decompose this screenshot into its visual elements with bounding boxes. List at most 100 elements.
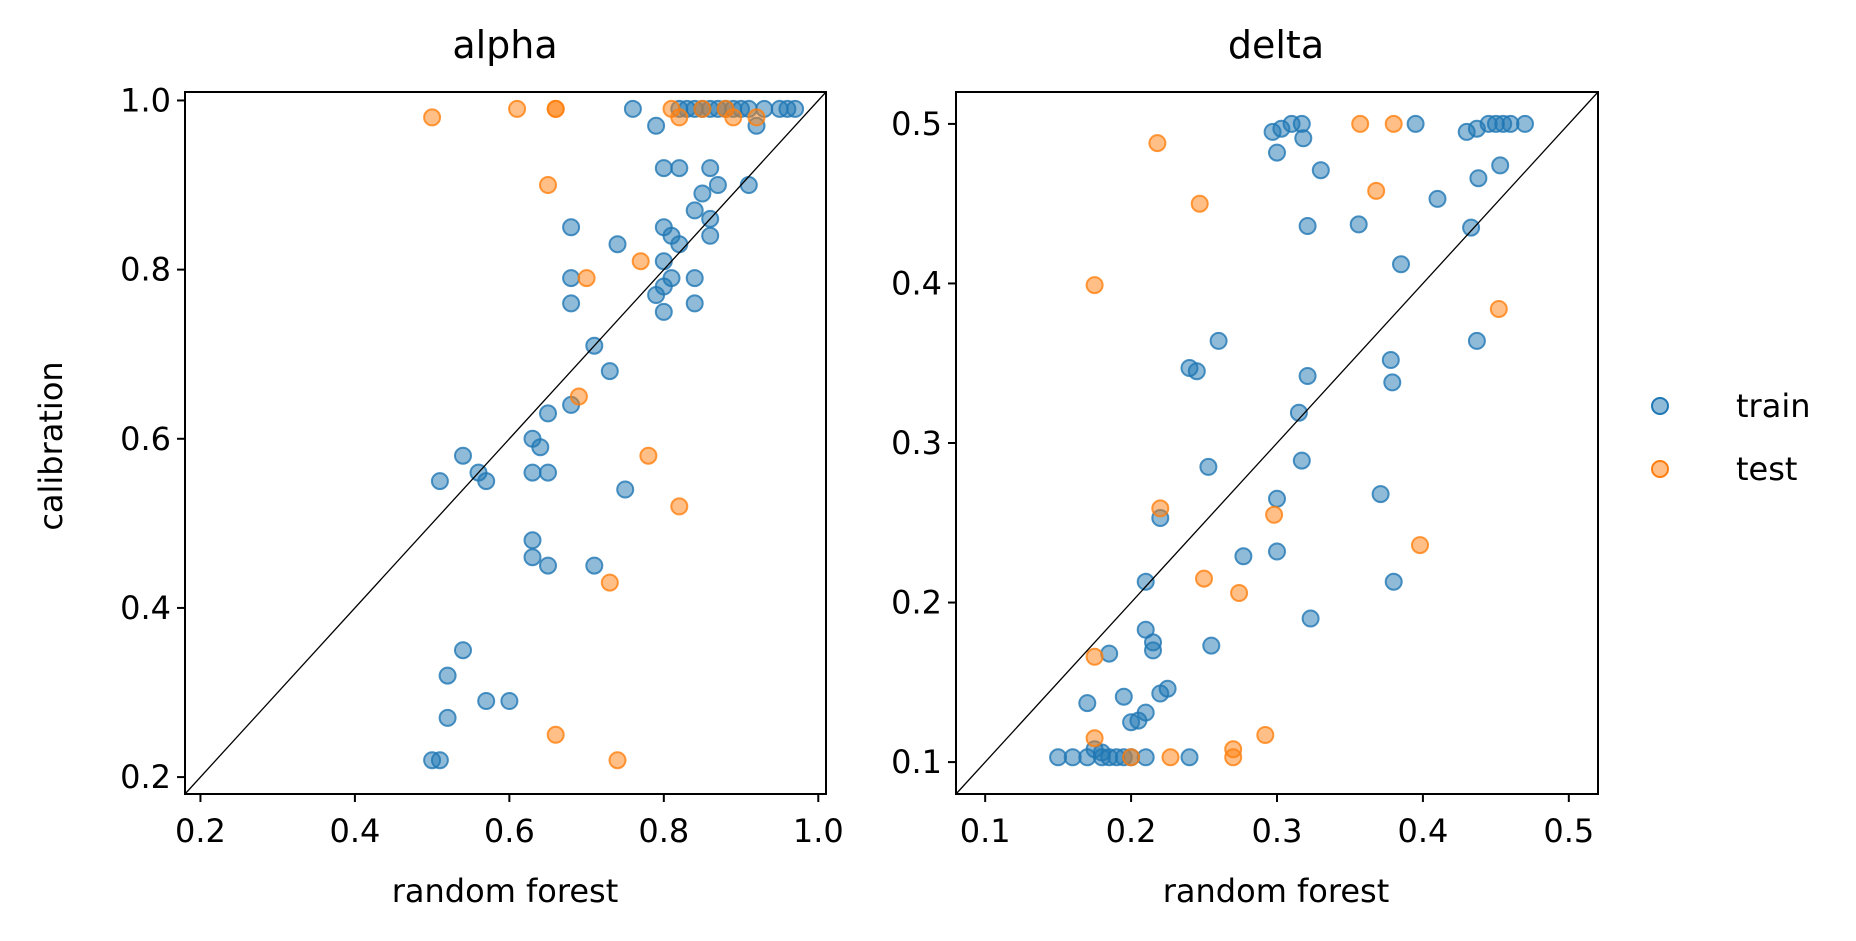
data-point-test [1265, 505, 1284, 524]
data-point-test [1195, 569, 1213, 588]
data-point-test [539, 176, 557, 194]
x-tick-label: 0.1 [960, 812, 1011, 850]
data-point-train [1199, 457, 1218, 476]
data-point-test [639, 446, 658, 465]
data-point-train [1136, 703, 1155, 722]
data-point-train [1078, 694, 1097, 713]
data-point-test [1489, 300, 1508, 318]
data-point-test [670, 497, 689, 516]
data-point-train [1383, 373, 1402, 392]
data-point-train [454, 641, 472, 660]
data-point-train [685, 201, 704, 220]
data-point-train [1406, 114, 1425, 133]
x-ticks: 0.1 0.2 0.3 0.4 0.5 [960, 794, 1594, 850]
data-point-train [1202, 636, 1221, 655]
scatter-marks [1049, 114, 1534, 767]
data-point-test [1085, 729, 1104, 748]
data-point-test [508, 99, 527, 118]
legend: train test [1651, 387, 1810, 488]
data-point-test [1190, 194, 1209, 213]
data-point-train [438, 666, 457, 685]
data-point-train [1298, 217, 1317, 235]
legend-label-test: test [1736, 450, 1797, 488]
data-point-test [1351, 114, 1370, 133]
data-point-train [1268, 542, 1286, 561]
data-point-test [1122, 748, 1141, 767]
data-point-train [562, 294, 581, 313]
data-point-train [1298, 367, 1317, 385]
y-ticks: 0.1 0.2 0.3 0.4 0.5 [891, 105, 956, 781]
data-point-train [701, 226, 720, 245]
data-point-train [670, 235, 689, 254]
x-tick-label: 0.4 [329, 812, 380, 850]
y-tick-label: 0.1 [891, 743, 942, 781]
data-point-train [585, 556, 604, 575]
data-point-train [430, 472, 449, 491]
scatter-marks [423, 99, 805, 770]
x-tick-label: 0.5 [1543, 812, 1594, 850]
data-point-train [1234, 547, 1253, 566]
data-point-test [747, 108, 766, 127]
data-point-train [1100, 644, 1119, 663]
data-point-test [1384, 114, 1403, 133]
data-point-train [539, 404, 557, 423]
data-point-test [1367, 181, 1386, 200]
data-point-train [1467, 331, 1486, 350]
diagonal-line [955, 91, 1599, 795]
data-point-train [523, 548, 542, 567]
data-point-test [569, 387, 588, 406]
data-point-train [1292, 451, 1311, 470]
data-point-train [523, 463, 542, 482]
data-point-test [546, 99, 565, 118]
data-point-train [1136, 572, 1155, 591]
y-tick-label: 0.3 [891, 424, 942, 462]
x-tick-label: 0.4 [1397, 812, 1448, 850]
data-point-train [623, 99, 642, 118]
data-point-train [1180, 748, 1199, 767]
data-point-train [693, 184, 712, 203]
data-point-train [539, 556, 557, 575]
x-axis-label: random forest [1163, 872, 1389, 910]
x-tick-label: 0.2 [1106, 812, 1157, 850]
data-point-test [423, 108, 442, 127]
data-point-test [693, 99, 712, 118]
y-axis-label: calibration [32, 361, 70, 530]
data-point-train [1063, 748, 1082, 767]
y-tick-label: 0.8 [120, 251, 171, 289]
x-ticks: 0.2 0.4 0.6 0.8 1.0 [175, 794, 844, 850]
data-point-train [1289, 403, 1308, 422]
legend-marker-test [1651, 460, 1669, 478]
data-point-train [608, 235, 627, 254]
data-point-train [1114, 687, 1133, 706]
data-point-test [631, 252, 650, 271]
x-tick-label: 0.6 [484, 812, 535, 850]
data-point-train [685, 269, 704, 288]
y-ticks: 0.2 0.4 0.6 0.8 1.0 [120, 81, 185, 796]
data-point-train [539, 463, 557, 482]
subplot-delta: delta 0.1 0.2 0.3 0.4 0.5 0.1 0.2 0.3 0.4 0.5 ra… [891, 23, 1599, 910]
data-point-test [1411, 536, 1429, 555]
data-point-test [608, 751, 627, 770]
data-point-test [1085, 276, 1104, 295]
data-point-train [1294, 129, 1313, 148]
y-tick-label: 0.6 [120, 420, 171, 458]
plot-frame [184, 91, 827, 795]
data-point-train [662, 269, 681, 288]
data-point-train [701, 159, 720, 178]
data-point-train [1268, 143, 1286, 162]
data-point-train [670, 159, 689, 178]
data-point-train [685, 294, 704, 313]
data-point-train [654, 159, 673, 178]
data-point-test [1161, 748, 1180, 767]
subplot-title: delta [1228, 23, 1324, 67]
y-tick-label: 0.4 [120, 589, 171, 627]
data-point-train [708, 176, 727, 194]
data-point-test [1256, 726, 1275, 744]
data-point-train [1516, 114, 1534, 133]
data-point-train [1349, 215, 1368, 234]
data-point-train [1301, 609, 1320, 628]
data-point-train [562, 218, 581, 237]
data-point-train [1491, 156, 1510, 175]
data-point-train [1158, 679, 1177, 698]
